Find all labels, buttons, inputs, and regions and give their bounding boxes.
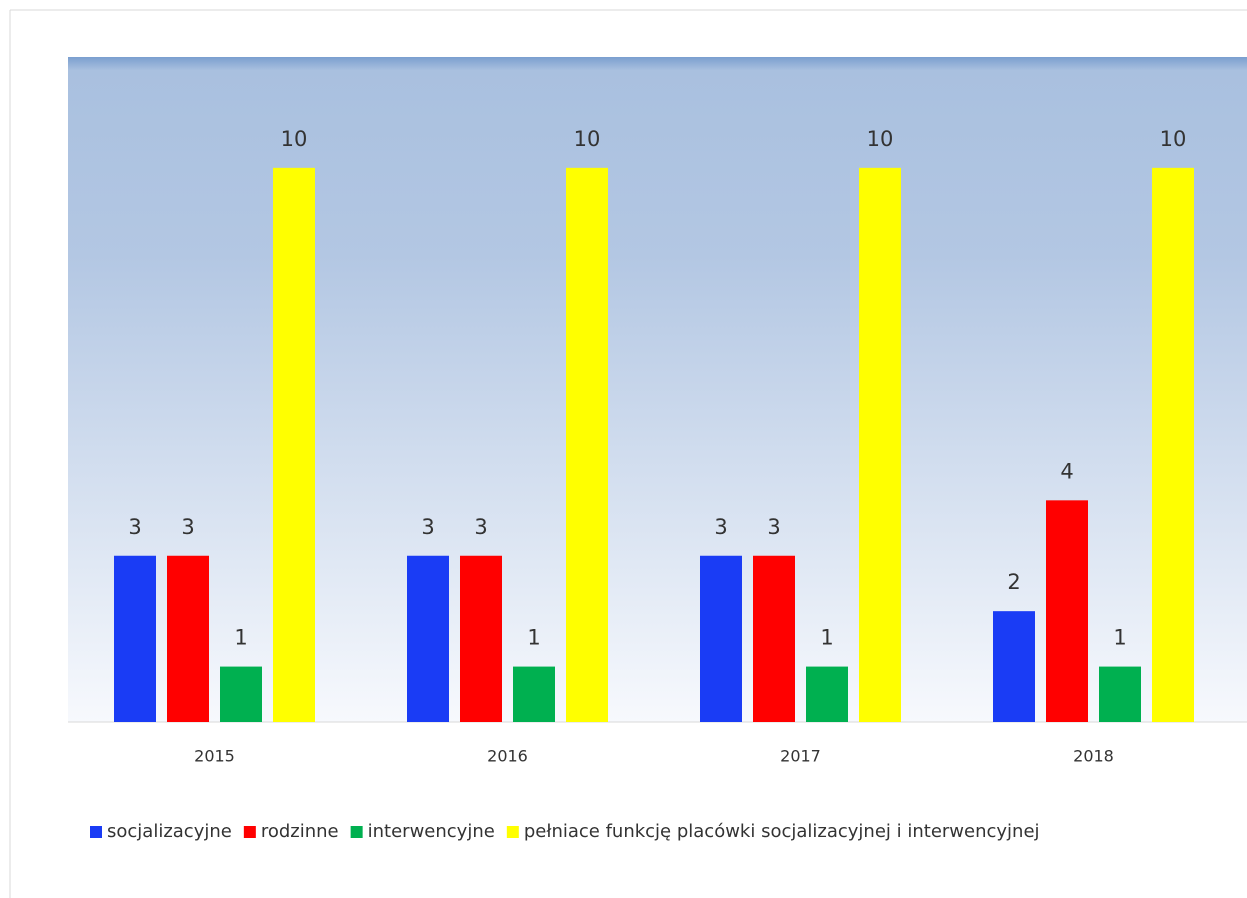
legend-label: interwencyjne — [368, 821, 495, 842]
x-tick-label: 2016 — [487, 747, 528, 766]
data-label: 4 — [1060, 459, 1073, 483]
data-label: 3 — [181, 515, 194, 539]
legend-label: socjalizacyjne — [107, 821, 232, 842]
legend-label: rodzinne — [261, 821, 339, 842]
bar — [273, 167, 315, 723]
legend-swatch — [90, 826, 102, 838]
data-label: 10 — [867, 127, 894, 151]
data-label: 2 — [1007, 570, 1020, 594]
data-label: 1 — [820, 626, 833, 650]
data-label: 1 — [234, 626, 247, 650]
data-label: 10 — [574, 127, 601, 151]
data-label: 3 — [767, 515, 780, 539]
data-label: 1 — [527, 626, 540, 650]
legend-swatch — [506, 826, 519, 838]
legend-label: pełniace funkcję placówki socjalizacyjne… — [524, 821, 1040, 842]
legend-swatch — [243, 826, 256, 838]
bar — [806, 666, 848, 722]
bar — [1099, 666, 1141, 722]
data-label: 3 — [421, 515, 434, 539]
x-tick-label: 2017 — [780, 747, 821, 766]
bar — [167, 555, 209, 722]
bar — [220, 666, 262, 722]
bar — [1152, 167, 1194, 723]
bar — [1046, 500, 1088, 722]
data-label: 3 — [128, 515, 141, 539]
data-label: 10 — [1160, 127, 1187, 151]
bar — [993, 611, 1035, 722]
x-tick-label: 2015 — [194, 747, 235, 766]
data-label: 1 — [1113, 626, 1126, 650]
data-label: 10 — [281, 127, 308, 151]
bar — [859, 167, 901, 723]
bar — [114, 555, 156, 722]
bar — [700, 555, 742, 722]
bar — [460, 555, 502, 722]
x-tick-label: 2018 — [1073, 747, 1114, 766]
data-label: 3 — [474, 515, 487, 539]
bar — [513, 666, 555, 722]
data-label: 3 — [714, 515, 727, 539]
bar — [566, 167, 608, 723]
legend-swatch — [350, 826, 363, 838]
bar — [753, 555, 795, 722]
bar — [407, 555, 449, 722]
